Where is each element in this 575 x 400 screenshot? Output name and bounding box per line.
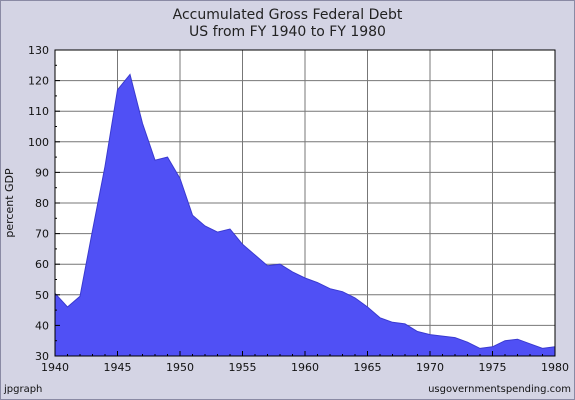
x-tick-label: 1955	[229, 361, 257, 374]
y-tick-label: 40	[35, 319, 49, 332]
debt-line	[54, 73, 556, 349]
y-tick-label: 90	[35, 166, 49, 179]
x-tick-label: 1970	[416, 361, 444, 374]
y-tick-label: 30	[35, 350, 49, 363]
x-tick-label: 1950	[166, 361, 194, 374]
y-tick-label: 60	[35, 258, 49, 271]
y-tick-label: 110	[28, 105, 49, 118]
y-axis-label: percent GDP	[3, 168, 16, 238]
x-tick-label: 1965	[354, 361, 382, 374]
chart-title: Accumulated Gross Federal Debt	[172, 7, 403, 23]
y-tick-label: 70	[35, 228, 49, 241]
y-tick-label: 120	[28, 75, 49, 88]
footer-credit-left: jpgraph	[4, 384, 43, 395]
y-tick-label: 130	[28, 44, 49, 57]
x-tick-label: 1960	[291, 361, 319, 374]
x-axis: 1940 1945 1950 1955 1960 1965 1970 1975 1980	[41, 351, 569, 374]
y-tick-label: 100	[28, 136, 49, 149]
x-tick-label: 1940	[41, 361, 69, 374]
x-tick-label: 1945	[104, 361, 132, 374]
y-tick-label: 50	[35, 289, 49, 302]
y-tick-label: 80	[35, 197, 49, 210]
chart-subtitle: US from FY 1940 to FY 1980	[189, 24, 386, 40]
x-tick-label: 1980	[541, 361, 569, 374]
x-tick-label: 1975	[479, 361, 507, 374]
debt-area	[55, 74, 555, 356]
y-axis: 30 40 50 60 70 80 90 100 110 120 130	[28, 44, 60, 363]
footer-credit-right: usgovernmentspending.com	[428, 384, 571, 395]
